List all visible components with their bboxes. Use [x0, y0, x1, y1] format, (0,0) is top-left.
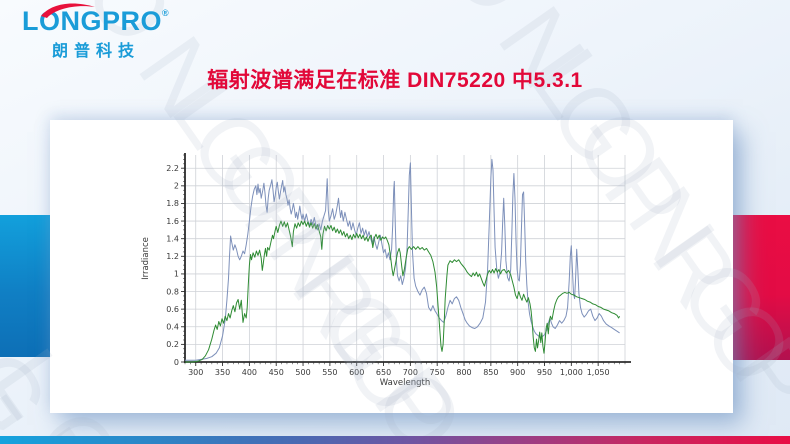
svg-text:750: 750	[430, 368, 445, 377]
logo: LONGPRO® 朗普科技	[22, 3, 169, 61]
svg-text:400: 400	[242, 368, 257, 377]
svg-text:850: 850	[483, 368, 498, 377]
bottom-gradient-bar	[0, 436, 790, 444]
svg-text:0: 0	[174, 358, 179, 367]
svg-text:1.8: 1.8	[166, 199, 179, 208]
svg-text:300: 300	[188, 368, 203, 377]
spectrum-chart-svg: 300 350 400 450 500 550 600 650 700 750 800 850 900 9…	[141, 153, 631, 388]
svg-text:550: 550	[322, 368, 337, 377]
page-title: 辐射波谱满足在标准 DIN75220 中5.3.1	[207, 69, 583, 92]
svg-text:900: 900	[510, 368, 525, 377]
left-accent-block	[0, 215, 50, 357]
spectrum-chart: 300 350 400 450 500 550 600 650 700 750 800 850 900 9…	[136, 148, 676, 398]
svg-text:0.2: 0.2	[166, 340, 179, 349]
svg-text:0.4: 0.4	[166, 323, 179, 332]
brand-subtitle: 朗普科技	[52, 43, 141, 60]
svg-text:800: 800	[456, 368, 471, 377]
svg-text:650: 650	[376, 368, 391, 377]
svg-text:1,050: 1,050	[587, 368, 610, 377]
chart-panel: 300 350 400 450 500 550 600 650 700 750 800 850 900 9…	[50, 120, 733, 413]
svg-text:500: 500	[295, 368, 310, 377]
svg-text:700: 700	[403, 368, 418, 377]
svg-text:450: 450	[269, 368, 284, 377]
svg-text:Wavelength: Wavelength	[380, 378, 430, 388]
logo-swoosh-icon	[41, 3, 95, 18]
registered-mark: ®	[162, 8, 169, 18]
svg-text:1.4: 1.4	[166, 234, 179, 243]
svg-text:950: 950	[537, 368, 552, 377]
svg-text:2.2: 2.2	[166, 164, 179, 173]
right-accent-block	[733, 215, 790, 360]
svg-text:Irradiance: Irradiance	[141, 237, 151, 280]
svg-text:1.2: 1.2	[166, 252, 179, 261]
svg-text:350: 350	[215, 368, 230, 377]
svg-text:2: 2	[174, 182, 179, 191]
svg-text:0.8: 0.8	[166, 287, 179, 296]
svg-text:600: 600	[349, 368, 364, 377]
svg-text:1,000: 1,000	[560, 368, 583, 377]
svg-text:1: 1	[174, 270, 179, 279]
svg-text:1.6: 1.6	[166, 217, 179, 226]
svg-text:0.6: 0.6	[166, 305, 179, 314]
